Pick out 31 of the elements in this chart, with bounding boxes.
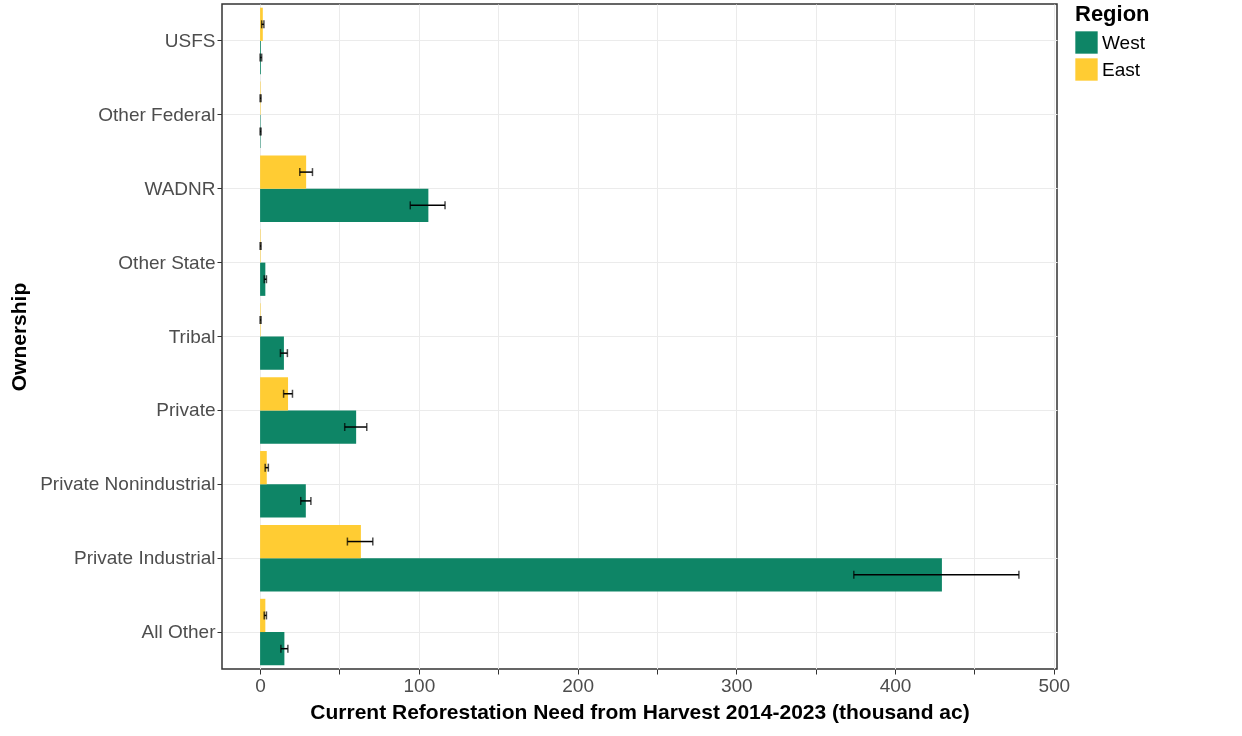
bar xyxy=(260,155,307,189)
x-tick-label: 500 xyxy=(1038,674,1071,696)
bar xyxy=(260,451,267,485)
x-tick-label: 0 xyxy=(255,674,266,696)
bar xyxy=(260,632,285,666)
x-tick-label: 400 xyxy=(879,674,912,696)
bar xyxy=(260,484,306,518)
y-tick-label: Tribal xyxy=(168,325,216,347)
bar xyxy=(260,336,284,370)
bar xyxy=(260,7,263,41)
x-tick-label: 200 xyxy=(562,674,594,696)
y-tick-label: USFS xyxy=(164,29,216,51)
legend-label: West xyxy=(1102,31,1146,53)
y-tick-label: Other Federal xyxy=(98,103,216,125)
bar xyxy=(260,558,942,592)
x-tick-label: 100 xyxy=(403,674,436,696)
bar xyxy=(260,410,357,444)
x-tick-label: 300 xyxy=(720,674,753,696)
legend-label: East xyxy=(1102,58,1141,80)
bar xyxy=(260,524,361,559)
x-axis-title: Current Reforestation Need from Harvest 2014-2023 (thousand ac) xyxy=(310,699,970,723)
legend-title: Region xyxy=(1075,1,1150,26)
bar xyxy=(260,188,429,222)
y-axis-title: Ownership xyxy=(7,282,31,392)
y-tick-label: Private Nonindustrial xyxy=(40,473,216,495)
y-tick-label: All Other xyxy=(141,621,217,643)
y-tick-label: Other State xyxy=(118,251,216,273)
y-tick-label: Private xyxy=(156,399,216,421)
y-tick-label: WADNR xyxy=(144,177,216,199)
bar xyxy=(260,377,289,411)
y-tick-label: Private Industrial xyxy=(73,547,216,569)
